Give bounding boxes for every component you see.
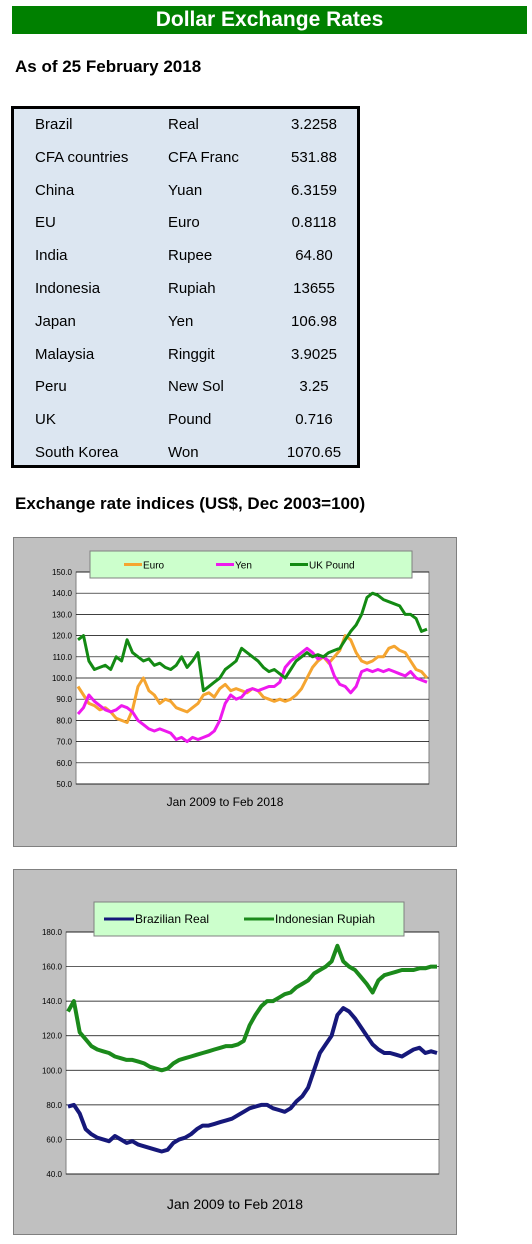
- rate-row: Japan Yen 106.98: [14, 313, 357, 337]
- country-cell: South Korea: [35, 444, 119, 461]
- country-cell: UK: [35, 411, 56, 429]
- rate-row: Peru New Sol 3.25: [14, 378, 357, 402]
- y-tick-label: 60.0: [46, 1135, 62, 1144]
- currency-cell: CFA Franc: [168, 148, 239, 166]
- chart-real-rupiah: 180.0 160.0 140.0 120.0 100.0 80.0 60.0 40.0 Bra…: [42, 901, 440, 1212]
- legend: Euro Yen UK Pound: [89, 550, 413, 579]
- y-tick-label: 100.0: [42, 1066, 63, 1075]
- rate-cell: 3.2258: [291, 116, 337, 133]
- y-tick-label: 60.0: [56, 759, 72, 768]
- rate-cell: 64.80: [295, 247, 333, 265]
- legend-label: Euro: [143, 561, 165, 572]
- rate-row: UK Pound 0.716: [14, 411, 357, 435]
- country-cell: Malaysia: [35, 345, 95, 363]
- rate-row: Brazil Real 3.2258: [14, 116, 357, 140]
- y-tick-label: 140.0: [42, 997, 63, 1006]
- currency-cell: Yen: [168, 312, 194, 330]
- rate-cell: 106.98: [291, 312, 337, 330]
- y-tick-label: 70.0: [56, 738, 72, 747]
- indices-heading: Exchange rate indices (US$, Dec 2003=100…: [15, 494, 366, 513]
- y-tick-label: 130.0: [52, 610, 73, 619]
- rate-row: South Korea Won 1070.65: [14, 444, 357, 468]
- rate-cell: 3.25: [299, 378, 329, 396]
- country-cell: Brazil: [35, 116, 73, 133]
- y-tick-label: 120.0: [52, 632, 73, 641]
- y-tick-label: 160.0: [42, 963, 63, 972]
- chart-euro-yen-pound: 150.0 140.0 130.0 120.0 110.0 100.0 90.0 80.0 70…: [52, 550, 430, 809]
- country-cell: EU: [35, 214, 56, 232]
- y-tick-label: 50.0: [56, 780, 72, 789]
- series-line-1: [66, 943, 437, 1073]
- as-of-date: As of 25 February 2018: [15, 57, 202, 76]
- x-axis-label: Jan 2009 to Feb 2018: [167, 795, 284, 809]
- currency-cell: Pound: [168, 411, 212, 429]
- currency-cell: Won: [168, 444, 199, 461]
- currency-cell: Ringgit: [168, 345, 215, 363]
- rate-row: EU Euro 0.8118: [14, 214, 357, 238]
- rate-cell: 531.88: [291, 148, 337, 166]
- currency-cell: Real: [168, 116, 199, 133]
- y-tick-label: 80.0: [56, 716, 72, 725]
- country-cell: Indonesia: [35, 280, 101, 297]
- rate-cell: 0.716: [295, 411, 333, 429]
- plot-area: [65, 931, 440, 1175]
- legend-box: [89, 550, 413, 579]
- legend: Brazilian Real Indonesian Rupiah: [93, 901, 405, 937]
- y-tick-label: 80.0: [46, 1101, 62, 1110]
- page-title: Dollar Exchange Rates: [155, 8, 384, 31]
- currency-cell: Rupiah: [168, 280, 216, 297]
- country-cell: China: [35, 181, 75, 199]
- y-tick-label: 100.0: [52, 674, 73, 683]
- y-tick-label: 180.0: [42, 928, 63, 937]
- rate-row: Malaysia Ringgit 3.9025: [14, 346, 357, 370]
- rate-cell: 13655: [293, 280, 335, 297]
- rate-row: India Rupee 64.80: [14, 247, 357, 271]
- currency-cell: New Sol: [168, 378, 224, 396]
- x-axis-label: Jan 2009 to Feb 2018: [167, 1196, 303, 1212]
- y-tick-label: 40.0: [46, 1170, 62, 1179]
- rate-cell: 3.9025: [291, 345, 337, 363]
- y-tick-label: 120.0: [42, 1032, 63, 1041]
- rate-cell: 6.3159: [291, 181, 337, 199]
- legend-label: Indonesian Rupiah: [275, 912, 375, 926]
- currency-cell: Rupee: [168, 247, 213, 265]
- series-line-1: [76, 646, 428, 744]
- rate-row: Indonesia Rupiah 13655: [14, 280, 357, 304]
- rate-row: China Yuan 6.3159: [14, 182, 357, 206]
- currency-cell: Yuan: [168, 181, 203, 199]
- legend-label: Brazilian Real: [135, 912, 209, 926]
- chart-2-panel: 180.0 160.0 140.0 120.0 100.0 80.0 60.0 40.0 Bra…: [13, 869, 457, 1235]
- country-cell: India: [35, 247, 68, 265]
- exchange-rates-table: Brazil Real 3.2258 CFA countries CFA Franc 53…: [11, 106, 360, 468]
- y-tick-label: 90.0: [56, 695, 72, 704]
- currency-cell: Euro: [168, 214, 200, 232]
- legend-label: Yen: [235, 561, 252, 572]
- rate-cell: 1070.65: [286, 444, 342, 461]
- country-cell: Peru: [35, 378, 67, 396]
- y-tick-label: 110.0: [53, 653, 73, 662]
- chart-1-panel: 150.0 140.0 130.0 120.0 110.0 100.0 90.0 80.0 70…: [13, 537, 457, 847]
- series-line-0: [67, 1006, 438, 1154]
- y-tick-label: 140.0: [52, 589, 73, 598]
- legend-label: UK Pound: [309, 561, 355, 572]
- rate-cell: 0.8118: [291, 214, 337, 232]
- rate-row: CFA countries CFA Franc 531.88: [14, 149, 357, 173]
- country-cell: CFA countries: [35, 148, 129, 166]
- page-title-banner: Dollar Exchange Rates: [12, 6, 527, 34]
- series-line-2: [77, 591, 428, 693]
- y-tick-label: 150.0: [52, 568, 73, 577]
- country-cell: Japan: [35, 312, 76, 330]
